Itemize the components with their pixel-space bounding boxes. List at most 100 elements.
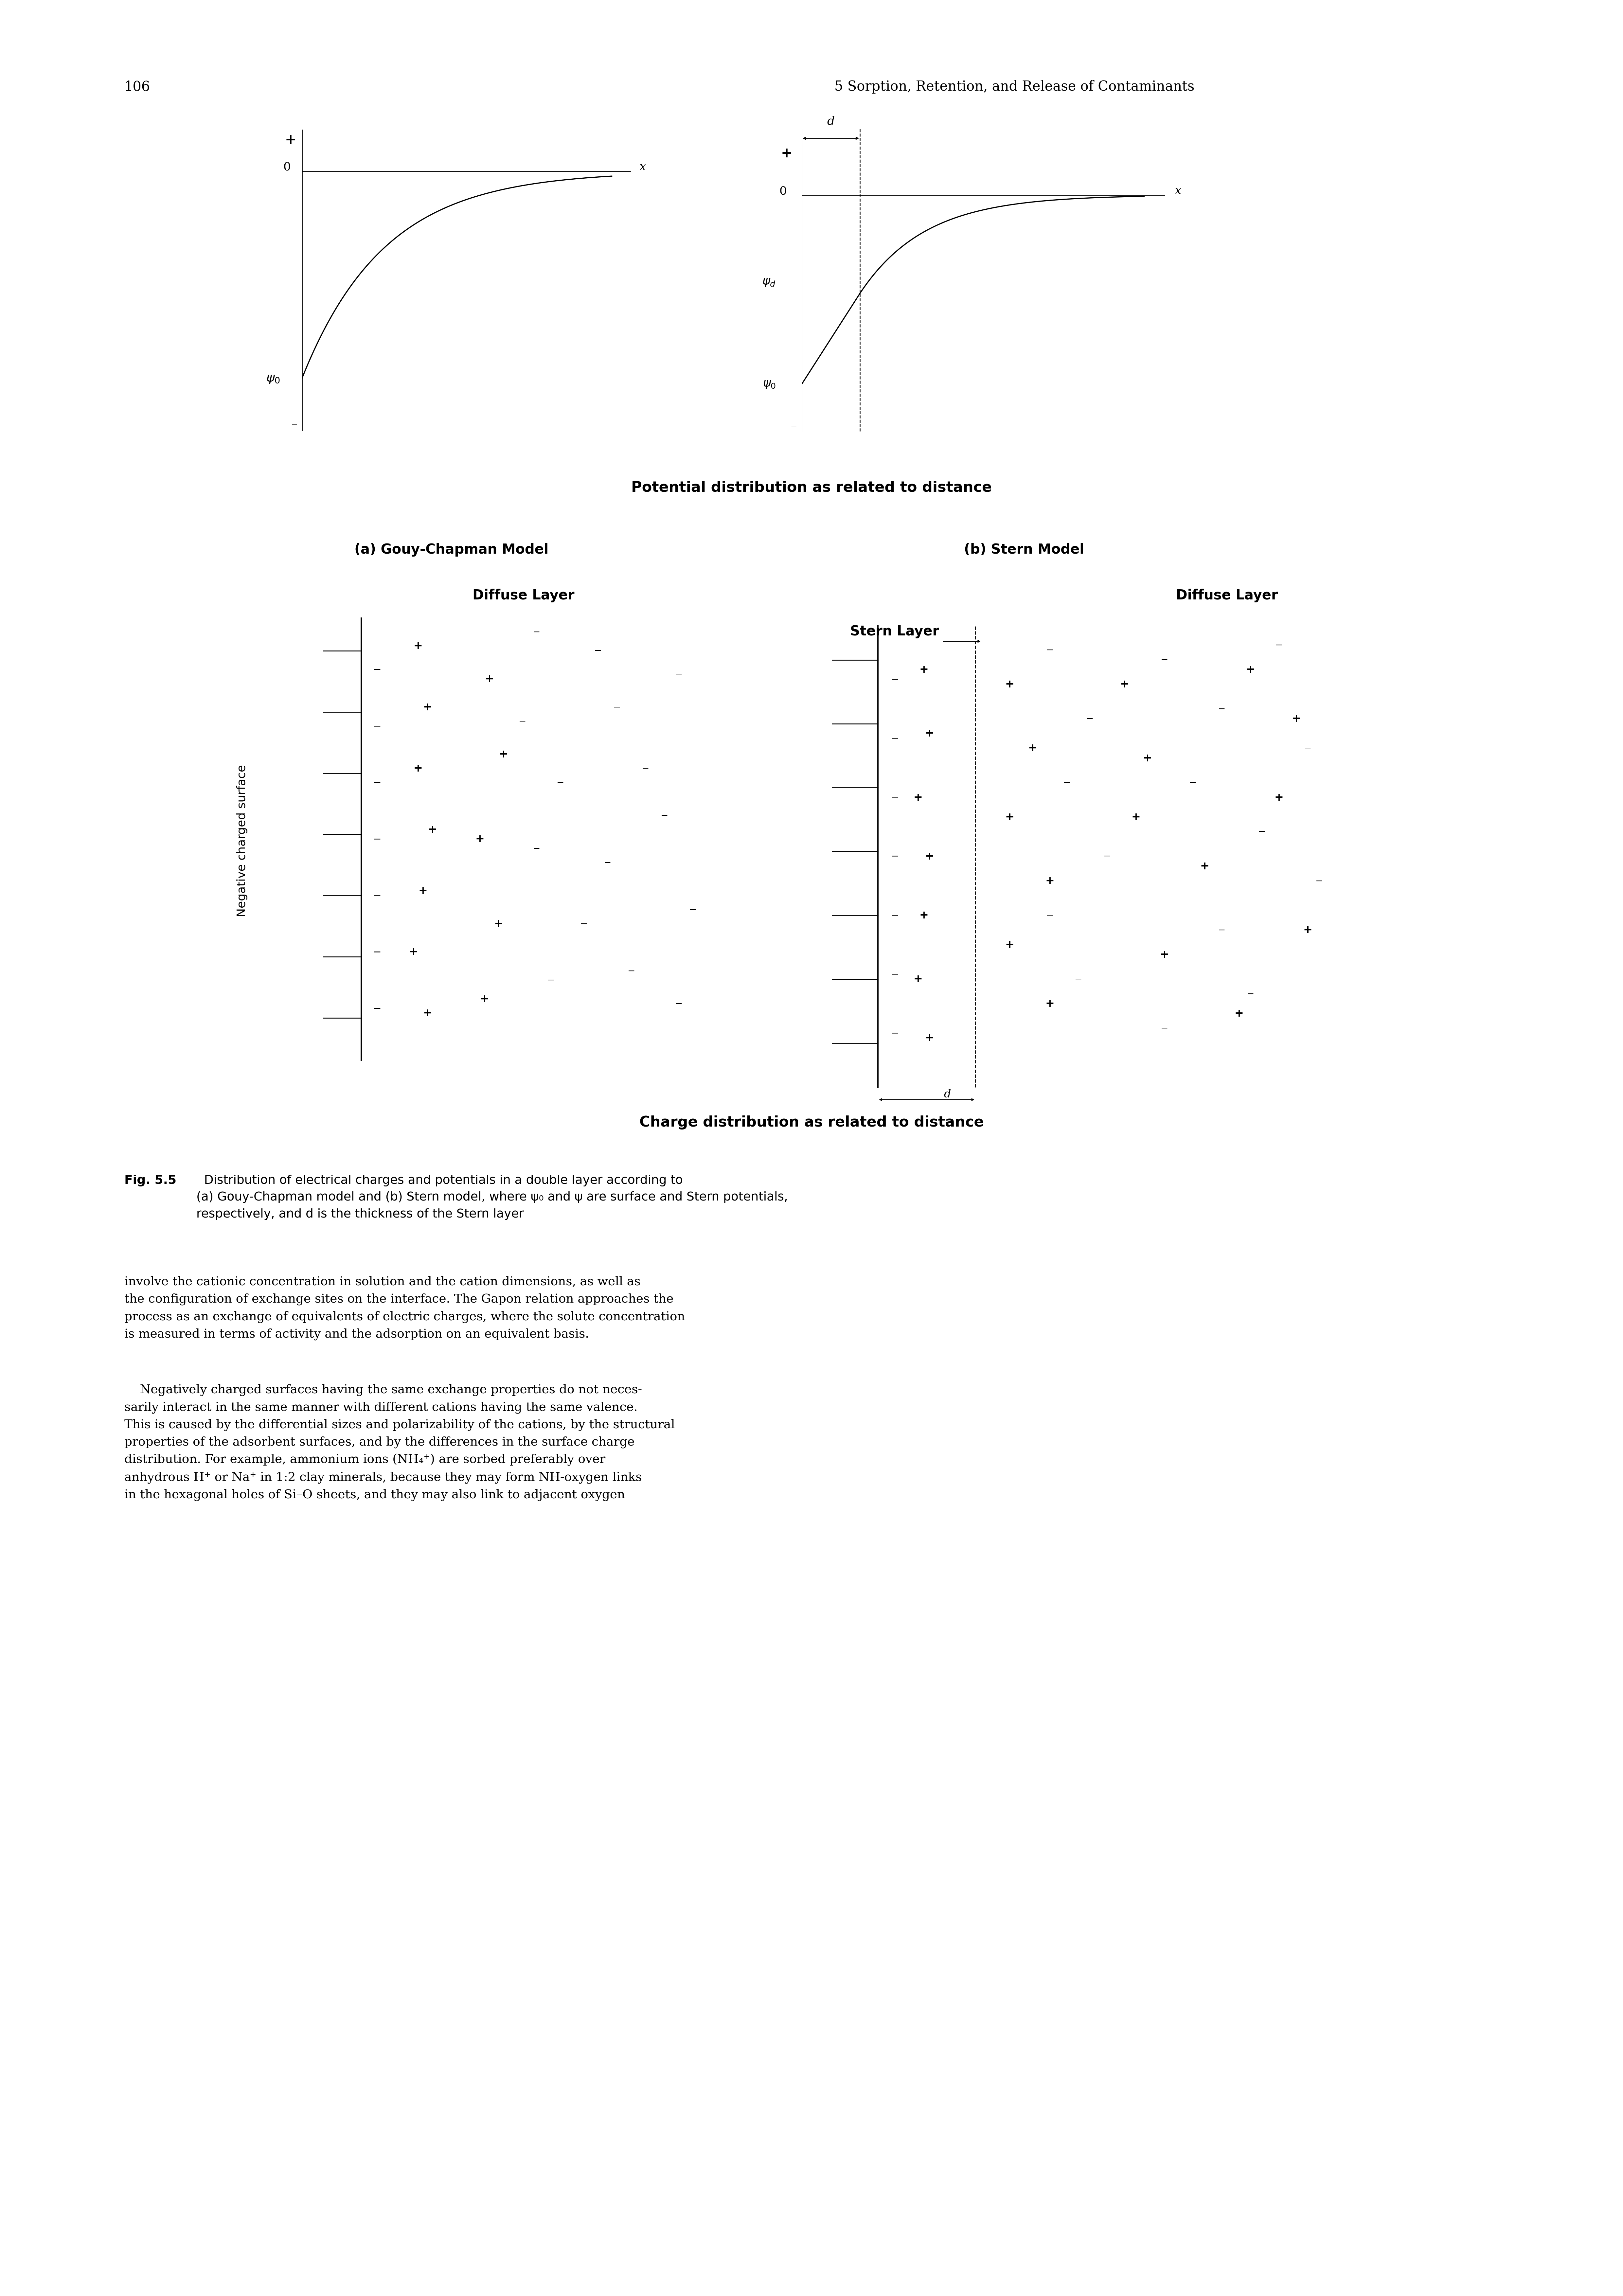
Text: −: − bbox=[1217, 705, 1225, 714]
Text: +: + bbox=[1005, 680, 1014, 689]
Text: +: + bbox=[480, 994, 489, 1006]
Text: −: − bbox=[373, 891, 381, 900]
Text: +: + bbox=[925, 728, 935, 739]
Text: $\psi_0$: $\psi_0$ bbox=[266, 372, 281, 386]
Text: +: + bbox=[919, 909, 928, 921]
Text: Charge distribution as related to distance: Charge distribution as related to distan… bbox=[639, 1116, 984, 1130]
Text: −: − bbox=[690, 905, 696, 914]
Text: (b) Stern Model: (b) Stern Model bbox=[964, 542, 1084, 556]
Text: 106: 106 bbox=[125, 80, 151, 94]
Text: −: − bbox=[1246, 990, 1255, 999]
Text: involve the cationic concentration in solution and the cation dimensions, as wel: involve the cationic concentration in so… bbox=[125, 1277, 685, 1341]
Text: −: − bbox=[557, 778, 565, 788]
Text: −: − bbox=[518, 716, 526, 726]
Text: +: + bbox=[1235, 1008, 1243, 1019]
Text: −: − bbox=[1074, 976, 1083, 983]
Text: −: − bbox=[1276, 641, 1282, 650]
Text: −: − bbox=[891, 912, 899, 921]
Text: −: − bbox=[1086, 714, 1094, 723]
Text: −: − bbox=[532, 845, 540, 854]
Text: Distribution of electrical charges and potentials in a double layer according to: Distribution of electrical charges and p… bbox=[196, 1176, 787, 1219]
Text: +: + bbox=[925, 1033, 935, 1045]
Text: −: − bbox=[1047, 912, 1053, 921]
Text: −: − bbox=[1303, 744, 1311, 753]
Text: +: + bbox=[1027, 744, 1037, 753]
Text: Negatively charged surfaces having the same exchange properties do not neces-
sa: Negatively charged surfaces having the s… bbox=[125, 1384, 675, 1502]
Text: +: + bbox=[1045, 999, 1055, 1010]
Text: −: − bbox=[1104, 852, 1110, 861]
Text: −: − bbox=[373, 666, 381, 675]
Text: Fig. 5.5: Fig. 5.5 bbox=[125, 1176, 177, 1187]
Text: −: − bbox=[594, 647, 602, 654]
Text: +: + bbox=[498, 748, 508, 760]
Text: +: + bbox=[1005, 813, 1014, 822]
Text: −: − bbox=[373, 721, 381, 730]
Text: +: + bbox=[914, 792, 922, 804]
Text: −: − bbox=[373, 778, 381, 788]
Text: +: + bbox=[914, 974, 922, 985]
Text: −: − bbox=[891, 735, 899, 744]
Text: −: − bbox=[641, 765, 649, 774]
Text: 0: 0 bbox=[282, 161, 291, 172]
Text: −: − bbox=[1160, 654, 1169, 664]
Text: +: + bbox=[485, 673, 493, 684]
Text: +: + bbox=[925, 852, 935, 861]
Text: −: − bbox=[891, 969, 899, 978]
Text: +: + bbox=[1160, 948, 1169, 960]
Text: −: − bbox=[1047, 645, 1053, 654]
Text: +: + bbox=[414, 641, 422, 652]
Text: Negative charged surface: Negative charged surface bbox=[237, 765, 248, 916]
Text: +: + bbox=[409, 946, 417, 957]
Text: d: d bbox=[828, 115, 834, 126]
Text: −: − bbox=[1315, 877, 1323, 886]
Text: −: − bbox=[532, 627, 540, 636]
Text: +: + bbox=[1246, 664, 1255, 675]
Text: −: − bbox=[628, 967, 635, 976]
Text: –: – bbox=[292, 418, 297, 429]
Text: 0: 0 bbox=[779, 186, 787, 197]
Text: +: + bbox=[419, 886, 427, 895]
Text: +: + bbox=[476, 833, 484, 845]
Text: +: + bbox=[1005, 939, 1014, 951]
Text: −: − bbox=[1160, 1024, 1169, 1033]
Text: −: − bbox=[891, 675, 899, 684]
Text: −: − bbox=[373, 833, 381, 845]
Text: −: − bbox=[1190, 778, 1196, 788]
Text: x: x bbox=[1175, 186, 1182, 197]
Text: +: + bbox=[1045, 875, 1055, 886]
Text: +: + bbox=[919, 664, 928, 675]
Text: −: − bbox=[604, 859, 612, 868]
Text: +: + bbox=[1143, 753, 1152, 765]
Text: $\psi_0$: $\psi_0$ bbox=[763, 379, 776, 390]
Text: d: d bbox=[945, 1088, 951, 1100]
Text: x: x bbox=[639, 161, 646, 172]
Text: −: − bbox=[675, 999, 683, 1008]
Text: −: − bbox=[891, 852, 899, 861]
Text: +: + bbox=[414, 762, 422, 774]
Text: +: + bbox=[424, 703, 432, 712]
Text: Potential distribution as related to distance: Potential distribution as related to dis… bbox=[631, 480, 992, 494]
Text: −: − bbox=[891, 1029, 899, 1038]
Text: +: + bbox=[1274, 792, 1284, 804]
Text: Diffuse Layer: Diffuse Layer bbox=[1177, 588, 1277, 602]
Text: −: − bbox=[579, 918, 588, 928]
Text: −: − bbox=[661, 810, 669, 820]
Text: $\psi_d$: $\psi_d$ bbox=[763, 276, 776, 287]
Text: −: − bbox=[1217, 925, 1225, 934]
Text: +: + bbox=[428, 824, 437, 836]
Text: −: − bbox=[373, 948, 381, 957]
Text: +: + bbox=[1199, 861, 1209, 872]
Text: +: + bbox=[1120, 680, 1130, 689]
Text: (a) Gouy-Chapman Model: (a) Gouy-Chapman Model bbox=[354, 542, 549, 556]
Text: −: − bbox=[547, 976, 555, 985]
Text: −: − bbox=[1063, 778, 1071, 788]
Text: −: − bbox=[613, 703, 622, 712]
Text: −: − bbox=[373, 1003, 381, 1013]
Text: −: − bbox=[675, 670, 683, 680]
Text: −: − bbox=[1258, 827, 1266, 836]
Text: –: – bbox=[790, 420, 797, 432]
Text: +: + bbox=[286, 133, 297, 147]
Text: +: + bbox=[781, 147, 792, 161]
Text: +: + bbox=[424, 1008, 432, 1019]
Text: +: + bbox=[493, 918, 503, 930]
